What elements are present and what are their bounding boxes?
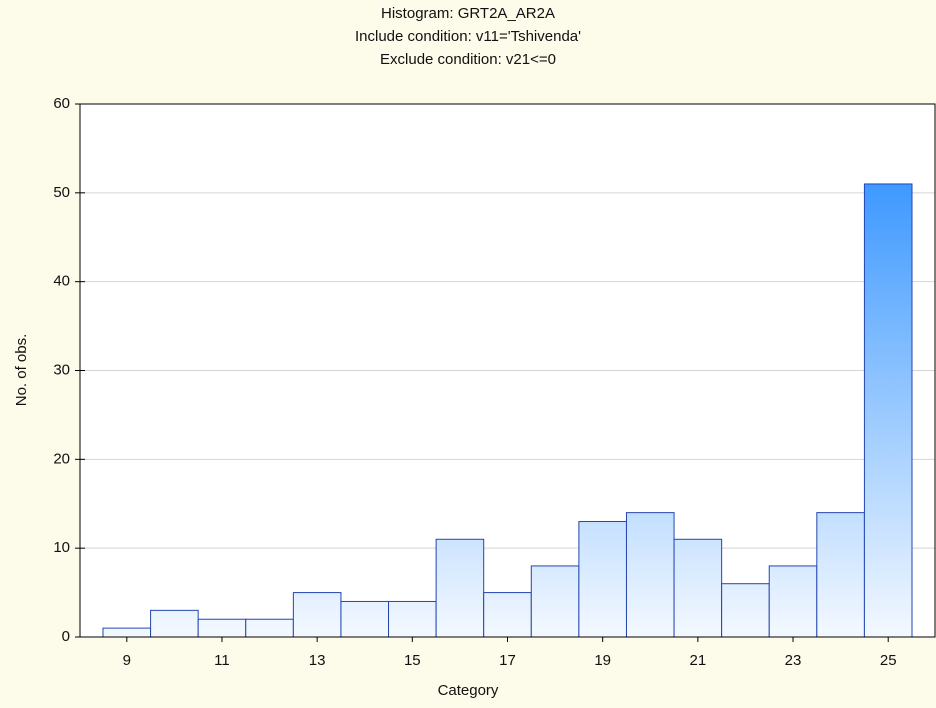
bar [435, 538, 485, 638]
bar [863, 183, 913, 638]
bar [721, 583, 770, 638]
chart-title: Histogram: GRT2A_AR2A [381, 5, 555, 22]
bar [578, 521, 627, 638]
x-tick-label: 25 [880, 652, 897, 669]
x-tick-label: 11 [214, 652, 230, 669]
bar [197, 618, 247, 638]
bar [625, 512, 675, 638]
y-tick-label: 50 [53, 184, 70, 201]
x-axis-label: Category [438, 682, 499, 699]
bar [340, 600, 390, 638]
bar [673, 538, 723, 638]
x-tick-label: 19 [594, 652, 611, 669]
bar [768, 565, 818, 638]
bar [388, 600, 437, 638]
bar [245, 618, 294, 638]
plot-frame [79, 103, 936, 638]
chart-subtitle: Include condition: v11='Tshivenda' [355, 28, 581, 45]
y-tick-label: 40 [53, 273, 70, 290]
chart-subtitle: Exclude condition: v21<=0 [380, 51, 556, 68]
bar [483, 592, 532, 638]
x-tick-label: 17 [499, 652, 516, 669]
bar [150, 609, 199, 638]
x-tick-label: 13 [309, 652, 326, 669]
y-tick-label: 30 [53, 361, 70, 378]
bar [292, 592, 342, 638]
y-tick-label: 10 [53, 539, 70, 556]
y-tick-label: 60 [53, 95, 70, 112]
y-tick-label: 0 [62, 628, 70, 645]
x-tick-label: 23 [785, 652, 802, 669]
bar [816, 512, 865, 638]
x-tick-label: 9 [123, 652, 131, 669]
y-tick-label: 20 [53, 450, 70, 467]
bar [102, 627, 152, 638]
x-tick-label: 15 [404, 652, 421, 669]
bar [530, 565, 580, 638]
y-axis-label: No. of obs. [13, 334, 30, 407]
x-tick-label: 21 [690, 652, 707, 669]
